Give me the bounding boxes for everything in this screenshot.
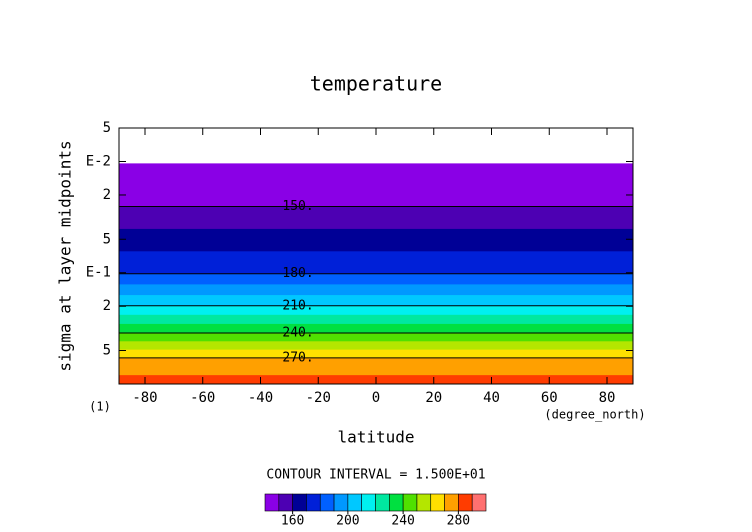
colorbar-swatch <box>416 493 432 512</box>
y-tick-label: 5 <box>103 343 111 359</box>
contour-band <box>119 332 633 342</box>
x-tick-label: 60 <box>541 390 558 406</box>
x-units: (degree_north) <box>544 408 645 422</box>
contour-label: 240. <box>282 325 313 340</box>
colorbar-swatch <box>264 493 280 512</box>
x-axis-label: latitude <box>337 428 414 447</box>
contour-band <box>119 273 633 285</box>
contour-band <box>119 228 633 252</box>
colorbar-swatch <box>333 493 349 512</box>
colorbar-swatch <box>347 493 362 512</box>
contour-band <box>119 341 633 351</box>
colorbar-swatch <box>458 493 473 512</box>
contour-band <box>119 357 633 376</box>
x-tick-label: 0 <box>372 390 380 406</box>
colorbar-tick-label: 280 <box>447 514 470 529</box>
y-tick-label: 2 <box>103 298 111 314</box>
contour-interval: CONTOUR INTERVAL = 1.500E+01 <box>266 468 485 483</box>
x-tick-label: 40 <box>483 390 500 406</box>
contour-band <box>119 323 633 334</box>
contour-band <box>119 163 633 208</box>
contour-band <box>119 206 633 230</box>
contour-band <box>119 305 633 316</box>
chart-title: temperature <box>310 72 442 96</box>
colorbar-swatch <box>361 493 376 512</box>
x-tick-label: 20 <box>425 390 442 406</box>
colorbar-swatch <box>375 493 390 512</box>
x-tick-label: -80 <box>132 390 157 406</box>
y-tick-label: 2 <box>103 187 111 203</box>
colorbar-swatch <box>306 493 321 512</box>
contour-label: 270. <box>282 350 313 365</box>
colorbar-tick-label: 240 <box>391 514 414 529</box>
y-tick-label: E-1 <box>86 265 111 281</box>
contour-band <box>119 314 633 325</box>
y-axis-label: sigma at layer midpoints <box>56 140 75 371</box>
x-tick-label: -40 <box>248 390 273 406</box>
y-tick-label: 5 <box>103 120 111 136</box>
colorbar-swatch <box>471 493 487 512</box>
colorbar-swatch <box>389 493 404 512</box>
x-tick-label: -60 <box>190 390 215 406</box>
colorbar-swatch <box>278 493 293 512</box>
colorbar-swatch <box>402 493 418 512</box>
x-tick-label: -20 <box>306 390 331 406</box>
y-tick-label: 5 <box>103 231 111 247</box>
contour-band <box>119 284 633 296</box>
colorbar-tick-label: 160 <box>281 514 304 529</box>
colorbar-swatch <box>444 493 459 512</box>
colorbar-tick-label: 200 <box>336 514 359 529</box>
contour-label: 150. <box>282 199 313 214</box>
colorbar-swatch <box>430 493 445 512</box>
x-tick-label: 80 <box>599 390 616 406</box>
colorbar-swatch <box>292 493 307 512</box>
contour-label: 180. <box>282 266 313 281</box>
contour-band <box>119 349 633 359</box>
colorbar-swatch <box>319 493 335 512</box>
contour-label: 210. <box>282 298 313 313</box>
contour-band <box>119 295 633 307</box>
y-tick-label: E-2 <box>86 153 111 169</box>
y-units: (1) <box>89 400 111 414</box>
contour-band <box>119 251 633 275</box>
